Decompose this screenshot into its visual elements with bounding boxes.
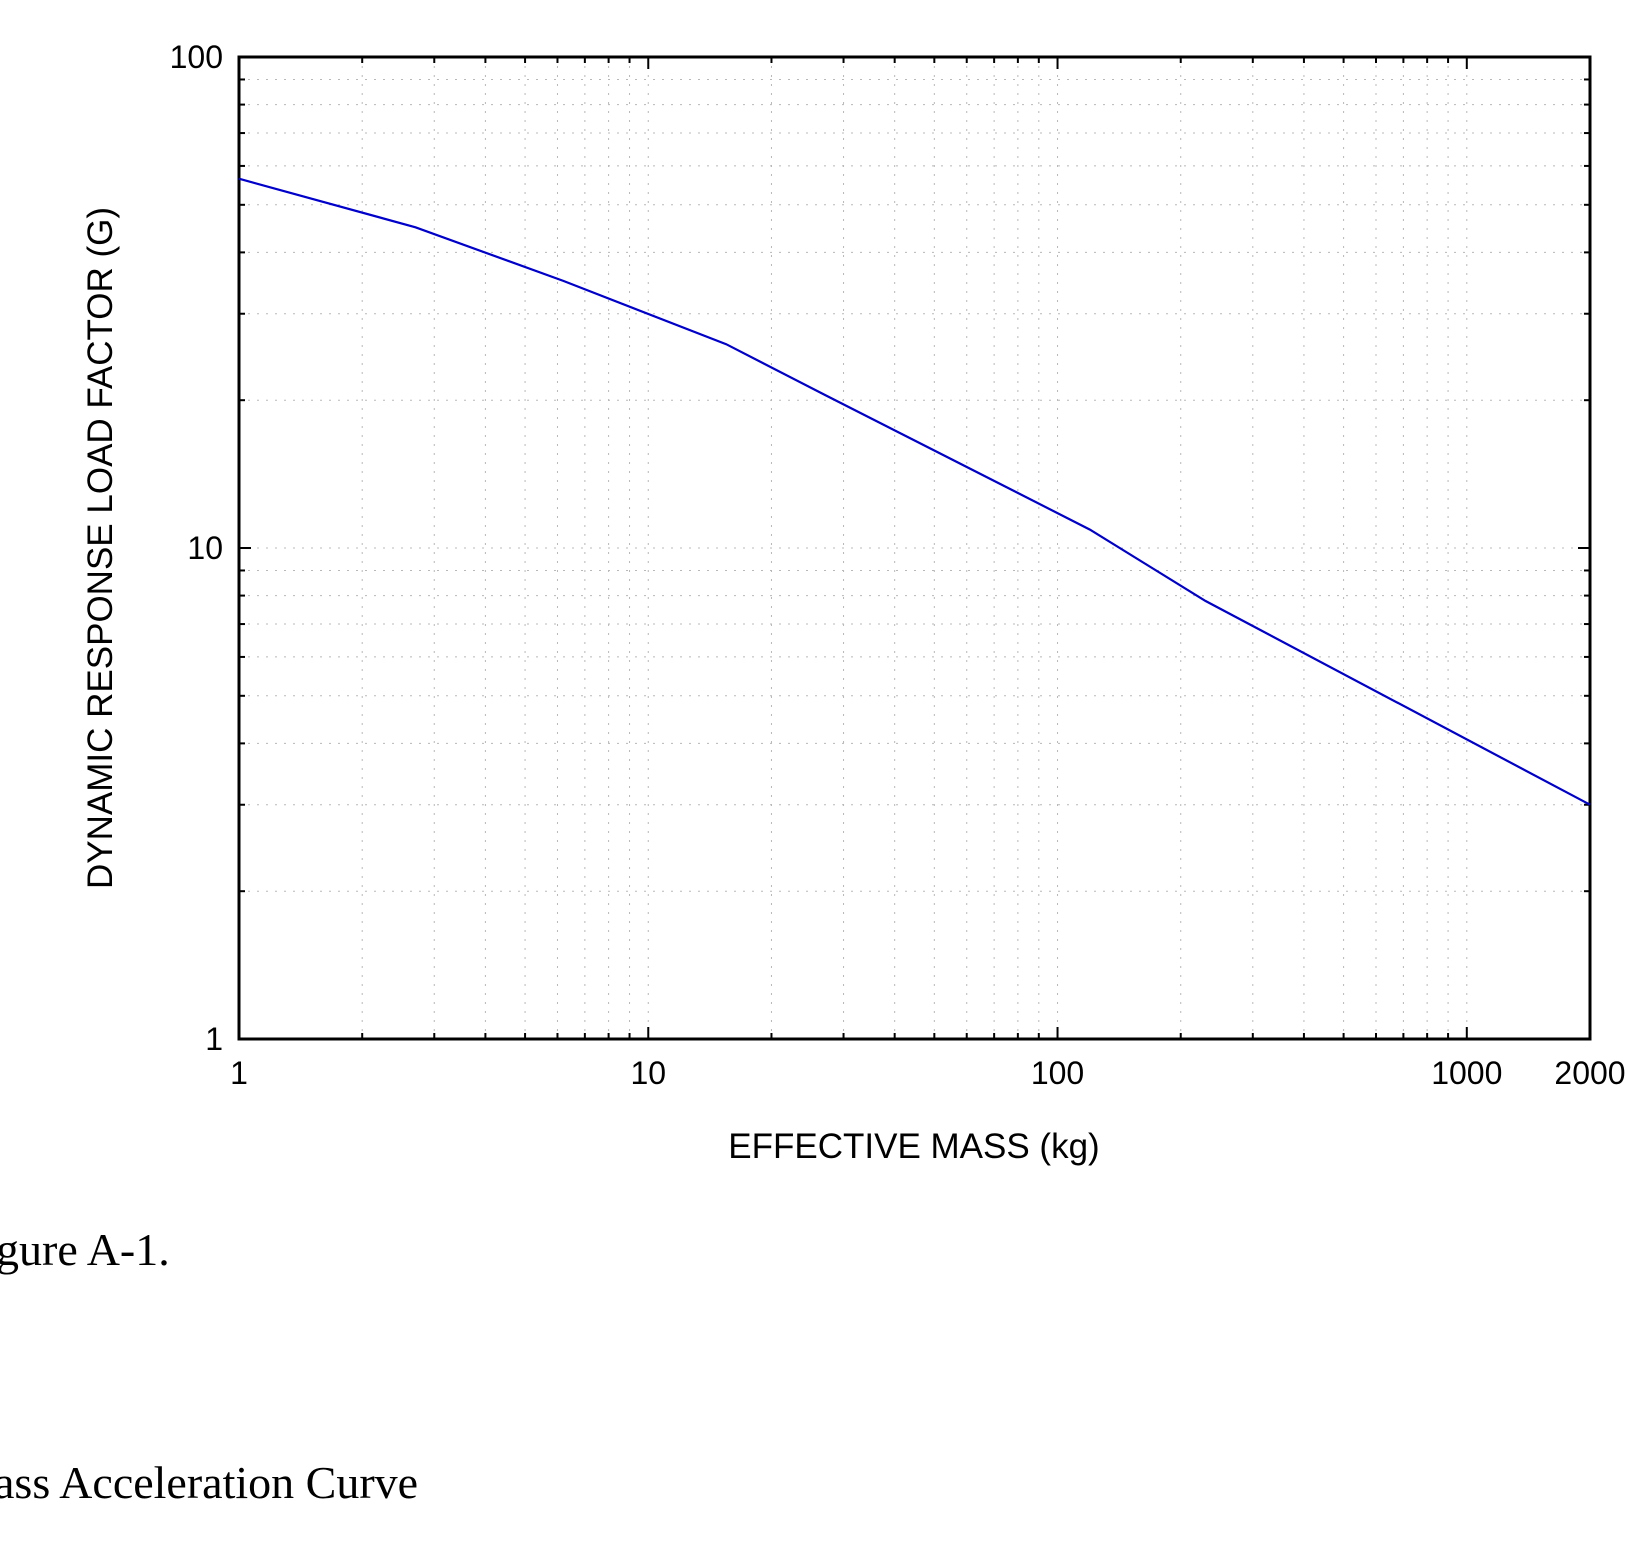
x-tick-label: 100 <box>1031 1055 1084 1091</box>
axis-ticks <box>238 56 1591 1040</box>
x-axis-title: EFFECTIVE MASS (kg) <box>728 1127 1099 1166</box>
grid-lines <box>239 57 1590 1039</box>
x-tick-label: 1 <box>230 1055 248 1091</box>
x-tick-label: 10 <box>630 1055 666 1091</box>
series-group <box>238 177 1591 806</box>
x-tick-label: 2000 <box>1554 1055 1625 1091</box>
y-tick-label: 100 <box>170 39 223 75</box>
y-axis-title: DYNAMIC RESPONSE LOAD FACTOR (G) <box>81 207 120 889</box>
y-tick-label: 10 <box>187 530 223 566</box>
series-line <box>238 177 1591 806</box>
x-tick-label: 1000 <box>1431 1055 1502 1091</box>
y-tick-label: 1 <box>205 1021 223 1057</box>
tick-labels: 1 10 100 1000 2000 1 10 100 <box>170 39 1626 1091</box>
figure-label: gure A-1. <box>0 1224 170 1275</box>
figure-title: ass Acceleration Curve <box>0 1457 419 1508</box>
